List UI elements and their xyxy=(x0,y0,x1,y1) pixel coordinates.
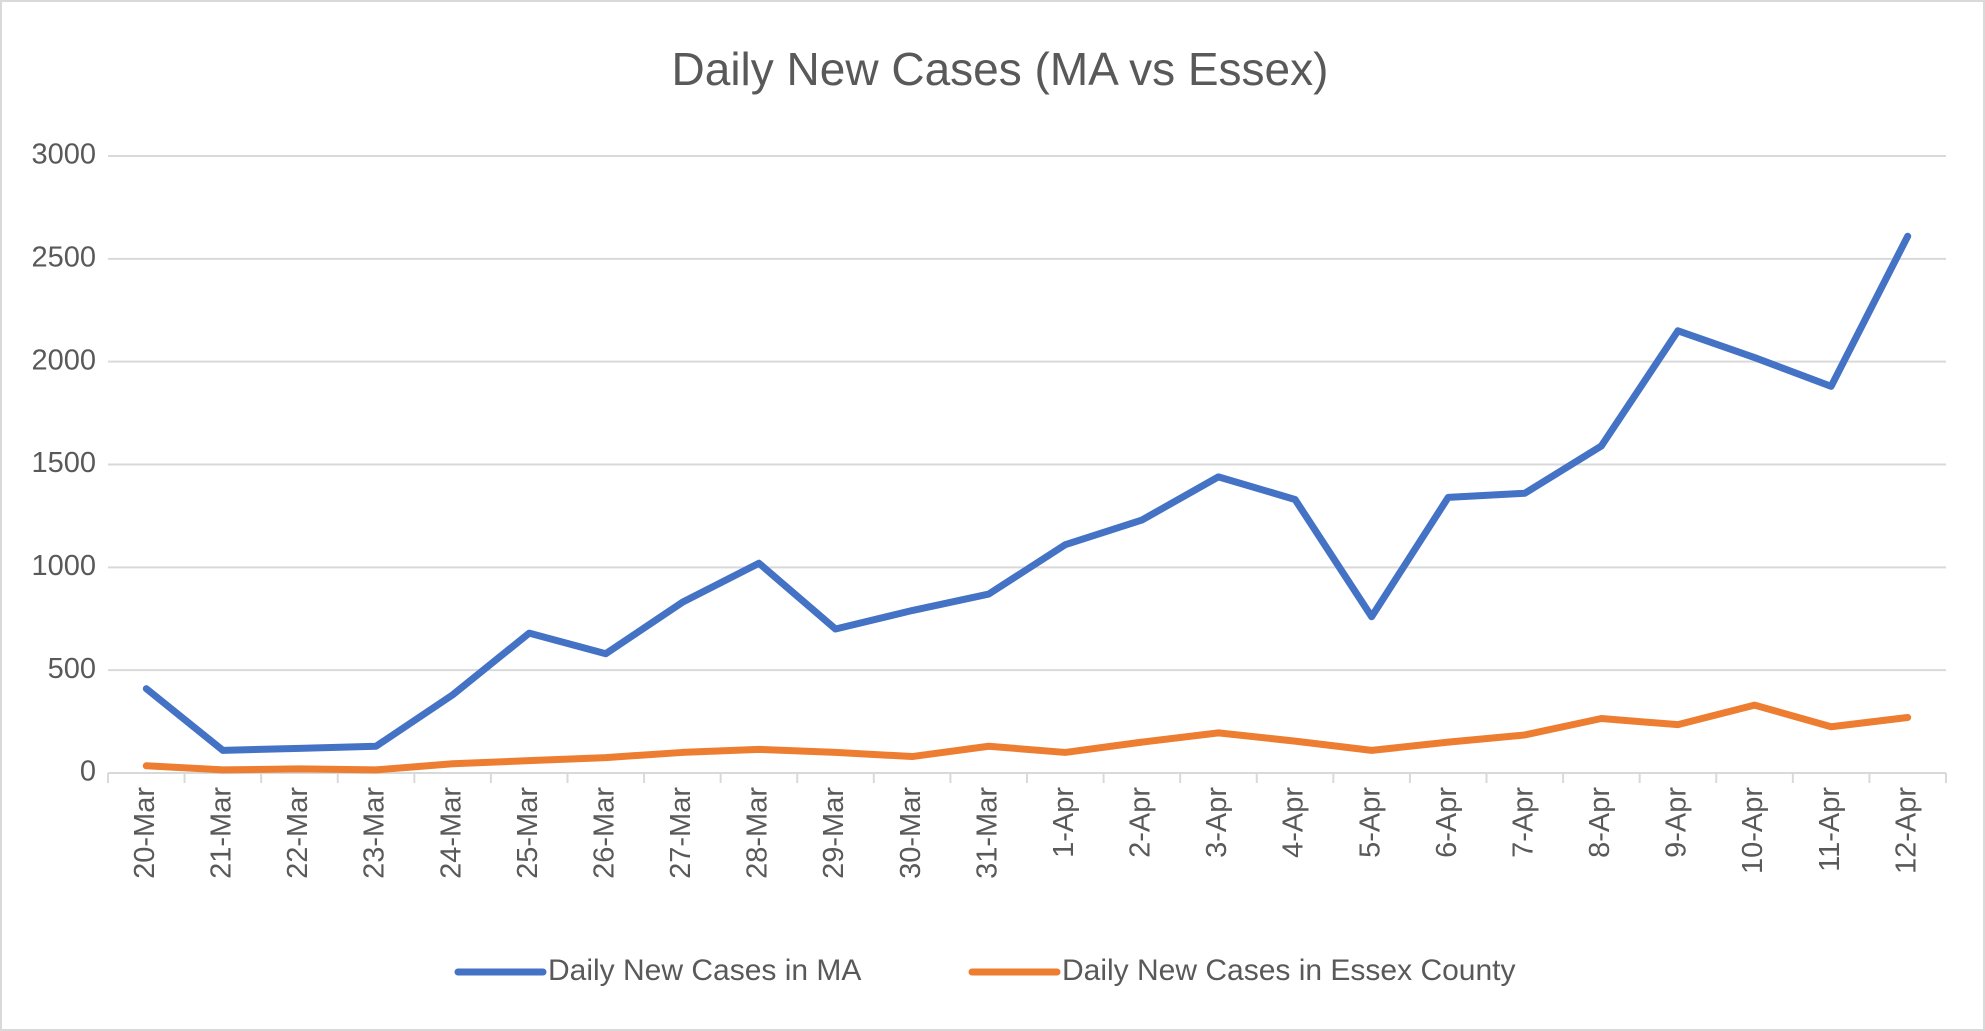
x-tick-label: 31-Mar xyxy=(971,787,1003,879)
x-tick-label: 8-Apr xyxy=(1584,787,1616,858)
y-tick-label: 1500 xyxy=(31,447,96,479)
x-tick-label: 20-Mar xyxy=(129,787,161,879)
x-tick-label: 26-Mar xyxy=(588,787,620,879)
x-tick-label: 24-Mar xyxy=(435,787,467,879)
line-series xyxy=(142,232,1912,754)
x-tick-label: 9-Apr xyxy=(1661,787,1693,858)
x-tick-label: 7-Apr xyxy=(1507,787,1539,858)
y-tick-label: 1000 xyxy=(31,550,96,582)
y-tick-label: 500 xyxy=(48,653,96,685)
y-tick-label: 0 xyxy=(80,756,96,788)
chart-title: Daily New Cases (MA vs Essex) xyxy=(672,43,1329,95)
y-tick-label: 2000 xyxy=(31,344,96,376)
x-tick-label: 27-Mar xyxy=(665,787,697,879)
x-tick-label: 12-Apr xyxy=(1890,787,1922,874)
x-tick-label: 25-Mar xyxy=(512,787,544,879)
x-tick-label: 4-Apr xyxy=(1278,787,1310,858)
x-tick-label: 22-Mar xyxy=(282,787,314,879)
x-tick-label: 5-Apr xyxy=(1354,787,1386,858)
x-tick-label: 11-Apr xyxy=(1814,787,1846,872)
x-tick-label: 23-Mar xyxy=(359,787,391,879)
line-series xyxy=(142,701,1912,774)
x-tick-label: 3-Apr xyxy=(1201,787,1233,858)
legend-label: Daily New Cases in MA xyxy=(548,954,861,987)
y-tick-label: 3000 xyxy=(31,139,96,171)
x-tick-label: 29-Mar xyxy=(818,787,850,879)
x-tick-label: 30-Mar xyxy=(895,787,927,879)
x-tick-label: 6-Apr xyxy=(1431,787,1463,858)
x-tick-label: 10-Apr xyxy=(1737,787,1769,874)
y-tick-label: 2500 xyxy=(31,241,96,273)
x-tick-label: 28-Mar xyxy=(742,787,774,879)
x-tick-label: 2-Apr xyxy=(1125,787,1157,858)
x-tick-label: 21-Mar xyxy=(206,787,238,879)
x-tick-label: 1-Apr xyxy=(1048,787,1080,858)
legend-label: Daily New Cases in Essex County xyxy=(1062,954,1516,987)
